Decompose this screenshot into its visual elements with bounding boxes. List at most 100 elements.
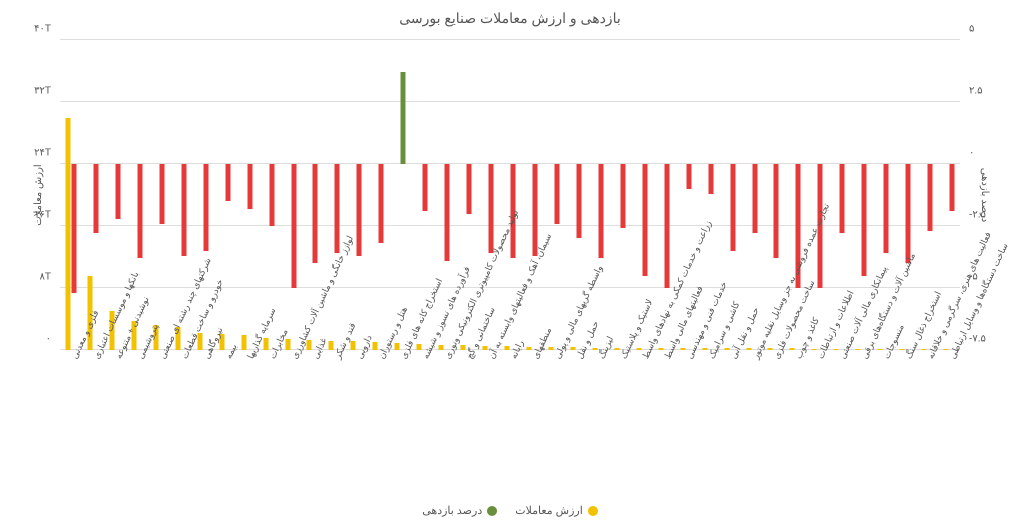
x-label: تجارت عمده فروشی به جز وسایل نقلیه موتور [741, 355, 763, 480]
legend-volume: ارزش معاملات [515, 504, 598, 517]
x-label: غذایی [301, 355, 323, 480]
x-label: کاغذ و چوب [784, 355, 806, 480]
bar-slot [280, 40, 302, 350]
bar-slot [477, 40, 499, 350]
return-bar [686, 164, 691, 189]
x-label: زراعت و خدمات کمکی به نهادهای واسط [631, 355, 653, 480]
x-label: سیمان، آهک و فعالیتهای وابسته به آن [477, 355, 499, 480]
volume-bar [373, 342, 378, 350]
volume-bar [724, 348, 729, 350]
return-bar [467, 164, 472, 214]
return-bar [576, 164, 581, 238]
x-label: ساختمانی و گچ [455, 355, 477, 480]
x-label: فلزی و معدنی [60, 355, 82, 480]
volume-bar [680, 348, 685, 350]
return-bar [423, 164, 428, 211]
legend-return-label: درصد بازدهی [422, 504, 482, 517]
volume-bar [878, 349, 883, 350]
return-bar [642, 164, 647, 276]
x-label: کاشی و سرامیک [697, 355, 719, 480]
volume-bar [548, 347, 553, 350]
return-bar [752, 164, 757, 233]
volume-bar [746, 348, 751, 350]
y-tick-left: ۲۴T [34, 148, 51, 159]
return-bar [357, 164, 362, 256]
volume-bar [483, 346, 488, 350]
bar-slot [741, 40, 763, 350]
return-bar [335, 164, 340, 253]
bar-slot [82, 40, 104, 350]
return-bar [598, 164, 603, 258]
volume-bar [768, 348, 773, 350]
volume-bar [329, 341, 334, 350]
x-label: خدمات فنی و مهندسی [675, 355, 697, 480]
x-label: فعالیتهای مالی واسط [653, 355, 675, 480]
bar-slot [236, 40, 258, 350]
return-bar [291, 164, 296, 288]
volume-bar [922, 349, 927, 350]
volume-bar [461, 345, 466, 350]
legend-return: درصد بازدهی [422, 504, 497, 517]
return-bar [664, 164, 669, 288]
volume-bar [790, 348, 795, 350]
volume-bar [526, 347, 531, 350]
volume-bar [241, 335, 246, 351]
legend-return-dot [487, 506, 497, 516]
y-tick-right: -۷.۵ [969, 334, 986, 345]
volume-bar [834, 349, 839, 350]
volume-bar [636, 348, 641, 350]
x-label: اطلاعات و ارتباطات [806, 355, 828, 480]
y-tick-left: ۱۶T [34, 210, 51, 221]
return-bar [247, 164, 252, 209]
volume-bar [65, 118, 70, 351]
return-bar [137, 164, 142, 258]
chart-title: بازدهی و ارزش معاملات صنایع بورسی [0, 0, 1020, 32]
return-bar [862, 164, 867, 276]
x-label: رایانه [499, 355, 521, 480]
y-tick-right: ۵ [969, 24, 974, 35]
volume-bar [812, 349, 817, 350]
return-bar [620, 164, 625, 228]
return-bar [159, 164, 164, 224]
volume-bar [439, 345, 444, 350]
x-label: توليد محصولات کامپيوتری الکترونيکی ونوری [433, 355, 455, 480]
return-bar [950, 164, 955, 211]
x-label: شرکتهای چند رشته ای صنعتی [148, 355, 170, 480]
return-bar [401, 72, 406, 164]
bar-slot [345, 40, 367, 350]
return-bar [774, 164, 779, 258]
return-bar [203, 164, 208, 251]
x-label: نوشیدنی + متنوعه [104, 355, 126, 480]
x-label: واسطه گریهای مالی و پولی [543, 355, 565, 480]
bar-slot [894, 40, 916, 350]
chart-container: بازدهی و ارزش معاملات صنایع بورسی ارزش م… [0, 0, 1020, 525]
volume-bar [505, 346, 510, 350]
bar-slot [609, 40, 631, 350]
x-label: استخراج ذغال سنگ [894, 355, 916, 480]
return-bar [181, 164, 186, 256]
bar-slot [587, 40, 609, 350]
y-tick-left: ۸T [40, 272, 51, 283]
x-label: مخابرات [258, 355, 280, 480]
return-bar [532, 164, 537, 256]
x-label: خودرو و ساخت قطعات [170, 355, 192, 480]
x-label: ماشین آلات و دستگاه‌های برقی [850, 355, 872, 480]
y-tick-left: ۰ [46, 334, 51, 345]
return-bar [115, 164, 120, 219]
x-label: منسوجات [872, 355, 894, 480]
x-label: ساخت دستگاه‌ها و وسایل ارتباطی [938, 355, 960, 480]
bar-slot [214, 40, 236, 350]
x-label: قند و شکر [323, 355, 345, 480]
x-label: استخراج کانه های فلزی [389, 355, 411, 480]
return-bar [445, 164, 450, 261]
volume-bar [570, 347, 575, 350]
volume-bar [702, 348, 707, 350]
volume-bar [944, 349, 949, 350]
return-bar [71, 164, 76, 293]
x-label: حمل و نقل [565, 355, 587, 480]
volume-bar [395, 343, 400, 350]
y-tick-right: ۰ [969, 148, 974, 159]
volume-bar [658, 348, 663, 350]
return-bar [489, 164, 494, 253]
x-label: بیمه [214, 355, 236, 480]
